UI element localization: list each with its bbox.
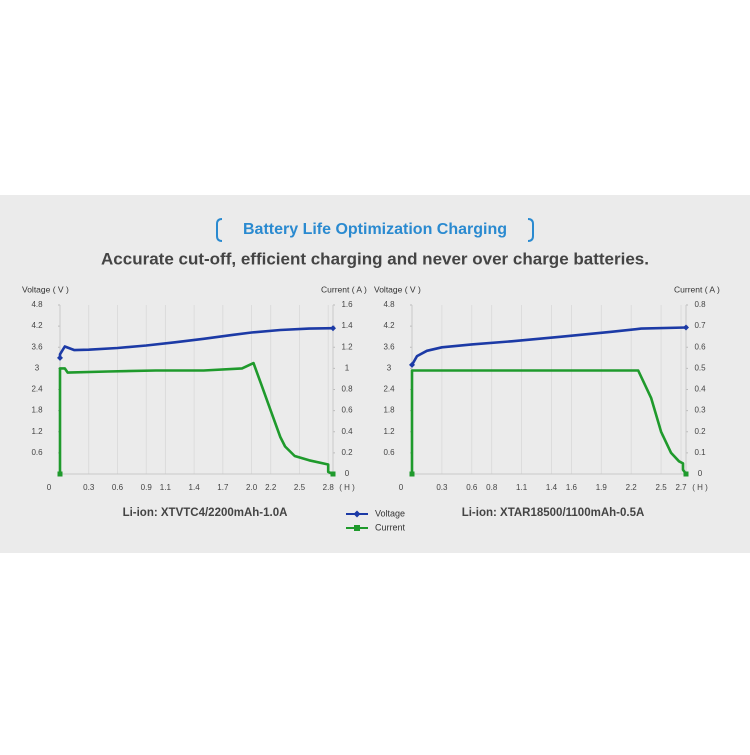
subtitle: Accurate cut-off, efficient charging and… bbox=[101, 249, 649, 268]
x-tick-label: 0.6 bbox=[466, 483, 478, 492]
x-tick-label: 2.2 bbox=[265, 483, 277, 492]
x-tick-label: 2.5 bbox=[656, 483, 668, 492]
y2-tick-label: 0.2 bbox=[694, 427, 706, 436]
y-tick-label: 3 bbox=[387, 363, 392, 372]
y2-tick-label: 0.7 bbox=[694, 321, 706, 330]
series-line bbox=[58, 361, 334, 476]
title: Battery Life Optimization Charging bbox=[243, 221, 507, 238]
y2-tick-label: 1.4 bbox=[341, 321, 353, 330]
y2-tick-label: 0.8 bbox=[694, 300, 706, 309]
y-tick-label: 2.4 bbox=[31, 385, 43, 394]
y-tick-label: 2.4 bbox=[383, 385, 395, 394]
y-axis-label: Voltage ( V ) bbox=[374, 284, 421, 294]
point bbox=[330, 325, 336, 332]
point bbox=[57, 354, 63, 361]
y2-tick-label: 0.6 bbox=[341, 406, 353, 415]
y-tick-label: 0.6 bbox=[383, 448, 395, 457]
y2-tick-label: 0.1 bbox=[694, 448, 706, 457]
point bbox=[683, 471, 689, 477]
y2-tick-label: 0.4 bbox=[341, 427, 353, 436]
x-tick-label: 0.3 bbox=[83, 483, 95, 492]
y2-tick-label: 0.4 bbox=[694, 385, 706, 394]
legend-marker bbox=[354, 525, 360, 531]
y2-tick-label: 0.3 bbox=[694, 406, 706, 415]
y-tick-label: 3.6 bbox=[383, 342, 395, 351]
x-tick-label: 0 bbox=[399, 483, 404, 492]
legend-label: Current bbox=[375, 522, 406, 532]
y2-tick-label: 0.5 bbox=[694, 363, 706, 372]
series-line bbox=[410, 369, 688, 475]
x-axis-label: ( H ) bbox=[692, 483, 708, 492]
x-tick-label: 2.5 bbox=[294, 483, 306, 492]
y-tick-label: 1.8 bbox=[383, 406, 395, 415]
bracket bbox=[216, 218, 223, 242]
y-tick-label: 1.2 bbox=[383, 427, 395, 436]
y-tick-label: 4.8 bbox=[31, 300, 43, 309]
y2-axis-label: Current ( A ) bbox=[674, 284, 720, 294]
x-tick-label: 1.1 bbox=[160, 483, 172, 492]
x-tick-label: 2.7 bbox=[675, 483, 687, 492]
x-tick-label: 1.7 bbox=[217, 483, 229, 492]
legend-marker bbox=[353, 510, 361, 518]
x-tick-label: 1.4 bbox=[189, 483, 201, 492]
y-tick-label: 1.8 bbox=[31, 406, 43, 415]
y2-tick-label: 0.6 bbox=[694, 342, 706, 351]
x-tick-label: 0.6 bbox=[112, 483, 124, 492]
x-tick-label: 0.8 bbox=[486, 483, 498, 492]
y-axis-label: Voltage ( V ) bbox=[22, 284, 69, 294]
y2-axis-label: Current ( A ) bbox=[321, 284, 367, 294]
y-tick-label: 1.2 bbox=[31, 427, 43, 436]
band bbox=[0, 195, 750, 553]
y2-tick-label: 0 bbox=[698, 469, 703, 478]
x-tick-label: 1.4 bbox=[546, 483, 558, 492]
y2-tick-label: 1.6 bbox=[341, 300, 353, 309]
x-tick-label: 2.8 bbox=[323, 483, 335, 492]
point bbox=[330, 471, 336, 477]
series-line bbox=[410, 326, 687, 366]
x-axis-label: ( H ) bbox=[339, 483, 355, 492]
y-tick-label: 4.8 bbox=[383, 300, 395, 309]
x-tick-label: 0 bbox=[47, 483, 52, 492]
y2-tick-label: 0 bbox=[345, 469, 350, 478]
x-tick-label: 1.9 bbox=[596, 483, 608, 492]
y-tick-label: 3.6 bbox=[31, 342, 43, 351]
y2-tick-label: 1 bbox=[345, 363, 350, 372]
x-tick-label: 1.1 bbox=[516, 483, 528, 492]
point bbox=[683, 324, 689, 331]
y-tick-label: 4.2 bbox=[383, 321, 395, 330]
point bbox=[57, 471, 63, 477]
x-tick-label: 0.3 bbox=[436, 483, 448, 492]
y-tick-label: 4.2 bbox=[31, 321, 43, 330]
y2-tick-label: 1.2 bbox=[341, 342, 353, 351]
y2-tick-label: 0.8 bbox=[341, 385, 353, 394]
series-line bbox=[58, 326, 334, 358]
y-tick-label: 3 bbox=[35, 363, 40, 372]
legend-label: Voltage bbox=[375, 508, 405, 518]
x-tick-label: 2.0 bbox=[246, 483, 258, 492]
y2-tick-label: 0.2 bbox=[341, 448, 353, 457]
bracket bbox=[527, 218, 534, 242]
x-tick-label: 2.2 bbox=[626, 483, 638, 492]
chart-title: Li-ion: XTAR18500/1100mAh-0.5A bbox=[462, 507, 645, 519]
point bbox=[409, 361, 415, 368]
point bbox=[409, 471, 415, 477]
x-tick-label: 0.9 bbox=[141, 483, 153, 492]
x-tick-label: 1.6 bbox=[566, 483, 578, 492]
chart-title: Li-ion: XTVTC4/2200mAh-1.0A bbox=[123, 507, 288, 519]
y-tick-label: 0.6 bbox=[31, 448, 43, 457]
